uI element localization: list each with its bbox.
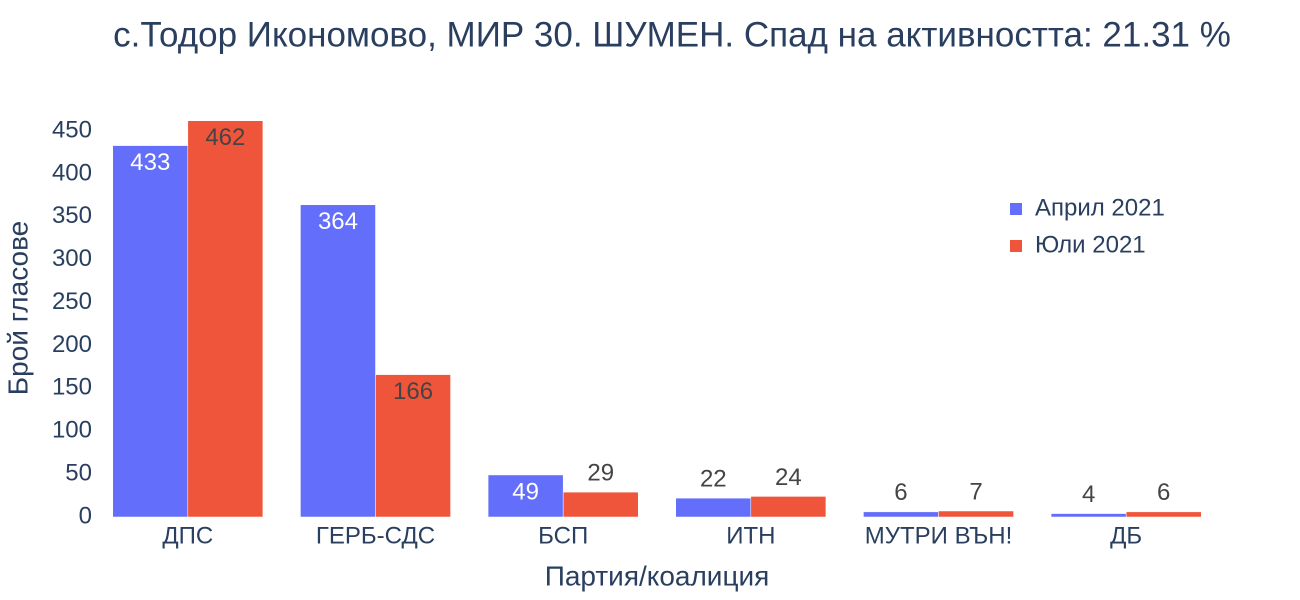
y-tick-label: 100 [52,417,92,444]
y-tick-label: 50 [65,459,92,486]
x-tick-label: ДПС [162,522,213,549]
data-label: 166 [393,378,433,405]
y-tick-label: 300 [52,245,92,272]
data-label: 7 [969,478,982,505]
bar [375,374,451,518]
y-tick-label: 400 [52,159,92,186]
y-axis-title: Брой гласове [2,221,33,395]
data-label: 29 [587,459,614,486]
data-label: 4 [1082,481,1095,508]
y-tick-label: 200 [52,331,92,358]
data-label: 24 [775,464,802,491]
x-axis-title: Партия/коалиция [545,560,770,591]
x-tick-label: ГЕРБ-СДС [316,522,435,549]
x-tick-label: БСП [538,522,588,549]
x-tick-label: МУТРИ ВЪН! [865,522,1012,549]
y-tick-label: 450 [52,116,92,143]
x-tick-label: ДБ [1110,522,1142,549]
x-tick-label: ИТН [726,522,775,549]
chart-title: с.Тодор Икономово, МИР 30. ШУМЕН. Спад н… [113,15,1231,54]
y-tick-label: 350 [52,202,92,229]
bar [487,474,564,518]
y-tick-label: 250 [52,288,92,315]
bar [1125,511,1202,518]
data-label: 49 [512,478,539,505]
data-label: 462 [205,124,245,151]
legend-label[interactable]: Юли 2021 [1035,231,1146,258]
data-label: 6 [894,479,907,506]
bar [750,496,827,518]
bar [562,491,639,518]
data-label: 364 [318,208,358,235]
bar [675,497,752,518]
bar [863,511,939,518]
y-tick-label: 150 [52,374,92,401]
bar [112,145,189,518]
data-label: 6 [1157,479,1170,506]
data-label: 22 [700,465,727,492]
legend-swatch[interactable] [1010,203,1022,215]
bar [187,120,264,518]
y-tick-label: 0 [79,502,92,529]
bar [300,204,376,518]
legend-swatch[interactable] [1010,240,1022,252]
data-label: 433 [130,149,170,176]
legend-label[interactable]: Април 2021 [1035,194,1165,221]
bar [1050,513,1127,518]
bar [938,510,1014,518]
